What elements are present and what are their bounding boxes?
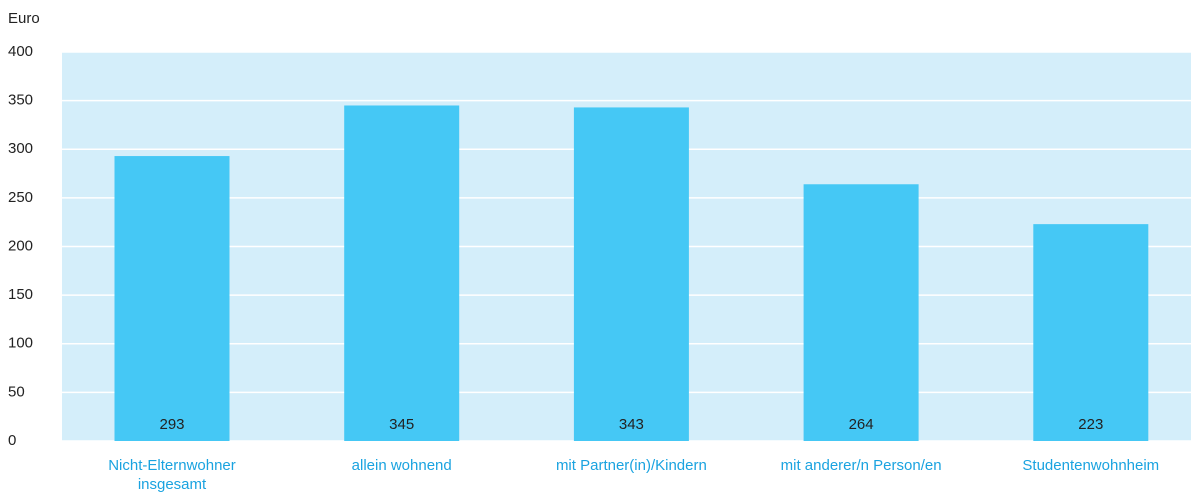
bar: [114, 156, 230, 441]
bar: [344, 105, 460, 442]
bar: [803, 184, 919, 441]
value-label: 345: [389, 416, 414, 433]
x-tick-label: mit anderer/n Person/en: [780, 457, 942, 474]
x-tick-label: Nicht-Elternwohner insgesamt: [108, 457, 236, 493]
x-tick-label: Studentenwohnheim: [1022, 457, 1160, 474]
bar: [573, 107, 689, 442]
y-tick-label: 200: [8, 237, 33, 254]
y-tick-label: 300: [8, 140, 33, 157]
value-label: 223: [1078, 416, 1103, 433]
y-axis-label: Euro: [8, 10, 40, 27]
value-label: 293: [159, 416, 184, 433]
y-tick-label: 150: [8, 286, 33, 303]
x-tick-label: allein wohnend: [351, 457, 452, 474]
y-tick-label: 0: [8, 432, 16, 449]
y-tick-label: 350: [8, 92, 33, 109]
x-tick-label: mit Partner(in)/Kindern: [555, 457, 707, 474]
value-label: 264: [849, 416, 874, 433]
bar: [1033, 224, 1149, 441]
value-label: 343: [619, 416, 644, 433]
y-tick-label: 400: [8, 43, 33, 60]
y-tick-label: 100: [8, 335, 33, 352]
y-tick-label: 250: [8, 189, 33, 206]
y-tick-label: 50: [8, 383, 25, 400]
